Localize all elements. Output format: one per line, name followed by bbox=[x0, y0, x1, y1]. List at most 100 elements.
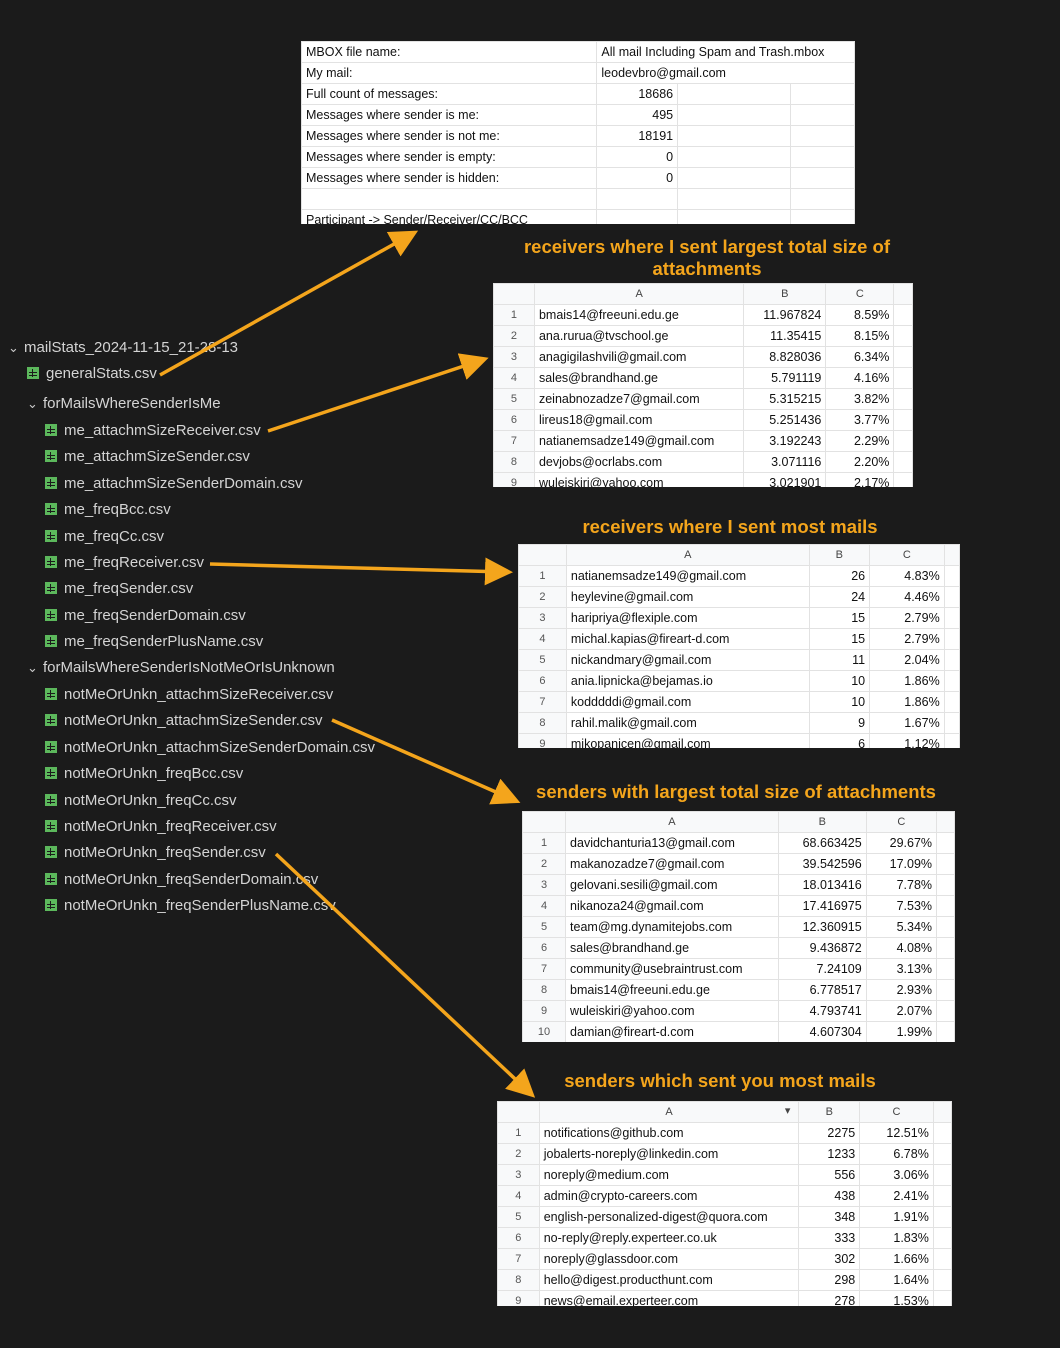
tree-folder-sender-is-me[interactable]: ⌄ forMailsWhereSenderIsMe bbox=[27, 393, 221, 415]
value-cell[interactable]: 8.828036 bbox=[743, 346, 827, 368]
row-number[interactable]: 9 bbox=[522, 1000, 567, 1022]
tree-file[interactable]: me_freqSender.csv bbox=[45, 578, 193, 600]
row-number[interactable]: 7 bbox=[522, 958, 567, 980]
percent-cell[interactable]: 1.53% bbox=[859, 1290, 934, 1306]
column-header[interactable]: C bbox=[865, 811, 938, 833]
percent-cell[interactable]: 4.16% bbox=[825, 367, 895, 389]
row-number[interactable]: 2 bbox=[522, 853, 567, 875]
tree-root-folder[interactable]: ⌄ mailStats_2024-11-15_21-28-13 bbox=[8, 337, 238, 359]
email-cell[interactable]: mikopanicen@gmail.com bbox=[565, 733, 810, 748]
email-cell[interactable]: davidchanturia13@gmail.com bbox=[565, 832, 779, 854]
email-cell[interactable]: news@email.experteer.com bbox=[538, 1290, 800, 1306]
column-header[interactable]: B bbox=[808, 544, 871, 566]
tree-file[interactable]: notMeOrUnkn_freqSenderPlusName.csv bbox=[45, 895, 336, 917]
tree-file[interactable]: notMeOrUnkn_attachmSizeSenderDomain.csv bbox=[45, 737, 375, 759]
email-cell[interactable]: ana.rurua@tvschool.ge bbox=[533, 325, 745, 347]
tree-file[interactable]: me_freqCc.csv bbox=[45, 526, 164, 548]
empty-cell[interactable] bbox=[790, 209, 855, 224]
row-number[interactable]: 5 bbox=[518, 649, 567, 671]
row-number[interactable]: 9 bbox=[493, 472, 535, 487]
row-number[interactable]: 4 bbox=[493, 367, 535, 389]
percent-cell[interactable]: 3.82% bbox=[825, 388, 895, 410]
stat-label[interactable]: Participant -> Sender/Receiver/CC/BCC bbox=[301, 209, 598, 224]
value-cell[interactable]: 18.013416 bbox=[777, 874, 867, 896]
corner-cell[interactable] bbox=[497, 1101, 540, 1123]
column-header[interactable]: C bbox=[869, 544, 945, 566]
email-cell[interactable]: wuleiskiri@yahoo.com bbox=[533, 472, 745, 487]
column-header[interactable]: C bbox=[859, 1101, 934, 1123]
value-cell[interactable]: 1233 bbox=[798, 1143, 861, 1165]
tree-file[interactable]: me_freqBcc.csv bbox=[45, 499, 171, 521]
email-cell[interactable]: hello@digest.producthunt.com bbox=[538, 1269, 800, 1291]
stat-value[interactable]: 18191 bbox=[596, 125, 679, 147]
row-number[interactable]: 9 bbox=[497, 1290, 540, 1306]
email-cell[interactable]: haripriya@flexiple.com bbox=[565, 607, 810, 629]
row-number[interactable]: 3 bbox=[522, 874, 567, 896]
value-cell[interactable]: 302 bbox=[798, 1248, 861, 1270]
column-header[interactable]: A ▾ bbox=[538, 1101, 800, 1123]
row-number[interactable]: 7 bbox=[493, 430, 535, 452]
row-number[interactable]: 1 bbox=[497, 1122, 540, 1144]
value-cell[interactable]: 26 bbox=[808, 565, 871, 587]
stat-label[interactable]: MBOX file name: bbox=[301, 41, 598, 63]
tree-file[interactable]: notMeOrUnkn_attachmSizeReceiver.csv bbox=[45, 684, 333, 706]
email-cell[interactable]: sales@brandhand.ge bbox=[565, 937, 779, 959]
row-number[interactable]: 10 bbox=[522, 1021, 567, 1042]
corner-cell[interactable] bbox=[493, 283, 535, 305]
percent-cell[interactable]: 2.07% bbox=[865, 1000, 938, 1022]
email-cell[interactable]: makanozadze7@gmail.com bbox=[565, 853, 779, 875]
row-number[interactable]: 3 bbox=[497, 1164, 540, 1186]
percent-cell[interactable]: 1.86% bbox=[869, 670, 945, 692]
tree-file[interactable]: notMeOrUnkn_freqReceiver.csv bbox=[45, 816, 277, 838]
email-cell[interactable]: gelovani.sesili@gmail.com bbox=[565, 874, 779, 896]
email-cell[interactable]: notifications@github.com bbox=[538, 1122, 800, 1144]
tree-file[interactable]: me_freqSenderPlusName.csv bbox=[45, 631, 263, 653]
row-number[interactable]: 6 bbox=[518, 670, 567, 692]
tree-file[interactable]: me_attachmSizeSenderDomain.csv bbox=[45, 473, 302, 495]
value-cell[interactable]: 9.436872 bbox=[777, 937, 867, 959]
stat-label[interactable]: Messages where sender is empty: bbox=[301, 146, 598, 168]
value-cell[interactable]: 10 bbox=[808, 691, 871, 713]
tree-file[interactable]: me_freqReceiver.csv bbox=[45, 552, 204, 574]
row-number[interactable]: 1 bbox=[522, 832, 567, 854]
tree-file[interactable]: notMeOrUnkn_freqCc.csv bbox=[45, 790, 237, 812]
value-cell[interactable]: 6.778517 bbox=[777, 979, 867, 1001]
value-cell[interactable]: 278 bbox=[798, 1290, 861, 1306]
percent-cell[interactable]: 1.99% bbox=[865, 1021, 938, 1042]
email-cell[interactable]: damian@fireart-d.com bbox=[565, 1021, 779, 1042]
email-cell[interactable]: noreply@glassdoor.com bbox=[538, 1248, 800, 1270]
row-number[interactable]: 3 bbox=[493, 346, 535, 368]
row-number[interactable]: 5 bbox=[493, 388, 535, 410]
percent-cell[interactable]: 2.79% bbox=[869, 628, 945, 650]
row-number[interactable]: 5 bbox=[522, 916, 567, 938]
value-cell[interactable]: 39.542596 bbox=[777, 853, 867, 875]
email-cell[interactable]: admin@crypto-careers.com bbox=[538, 1185, 800, 1207]
value-cell[interactable]: 11.35415 bbox=[743, 325, 827, 347]
value-cell[interactable]: 68.663425 bbox=[777, 832, 867, 854]
percent-cell[interactable]: 29.67% bbox=[865, 832, 938, 854]
filter-dropdown-icon[interactable]: ▾ bbox=[784, 1105, 791, 1117]
column-header[interactable]: C bbox=[825, 283, 895, 305]
tree-file-general-stats[interactable]: generalStats.csv bbox=[27, 363, 157, 385]
tree-file[interactable]: notMeOrUnkn_freqBcc.csv bbox=[45, 763, 243, 785]
stat-label[interactable]: Messages where sender is not me: bbox=[301, 125, 598, 147]
value-cell[interactable]: 11 bbox=[808, 649, 871, 671]
value-cell[interactable]: 24 bbox=[808, 586, 871, 608]
percent-cell[interactable]: 3.77% bbox=[825, 409, 895, 431]
row-number[interactable]: 6 bbox=[522, 937, 567, 959]
empty-cell[interactable] bbox=[943, 733, 960, 748]
email-cell[interactable]: zeinabnozadze7@gmail.com bbox=[533, 388, 745, 410]
tree-file[interactable]: notMeOrUnkn_freqSender.csv bbox=[45, 842, 266, 864]
value-cell[interactable]: 3.021901 bbox=[743, 472, 827, 487]
tree-file[interactable]: me_attachmSizeSender.csv bbox=[45, 446, 250, 468]
email-cell[interactable]: bmais14@freeuni.edu.ge bbox=[565, 979, 779, 1001]
value-cell[interactable]: 4.607304 bbox=[777, 1021, 867, 1042]
tree-file[interactable]: notMeOrUnkn_attachmSizeSender.csv bbox=[45, 710, 322, 732]
corner-cell[interactable] bbox=[518, 544, 567, 566]
email-cell[interactable]: devjobs@ocrlabs.com bbox=[533, 451, 745, 473]
percent-cell[interactable]: 6.34% bbox=[825, 346, 895, 368]
value-cell[interactable]: 5.791119 bbox=[743, 367, 827, 389]
email-cell[interactable]: nickandmary@gmail.com bbox=[565, 649, 810, 671]
value-cell[interactable]: 348 bbox=[798, 1206, 861, 1228]
column-header[interactable]: A bbox=[533, 283, 745, 305]
